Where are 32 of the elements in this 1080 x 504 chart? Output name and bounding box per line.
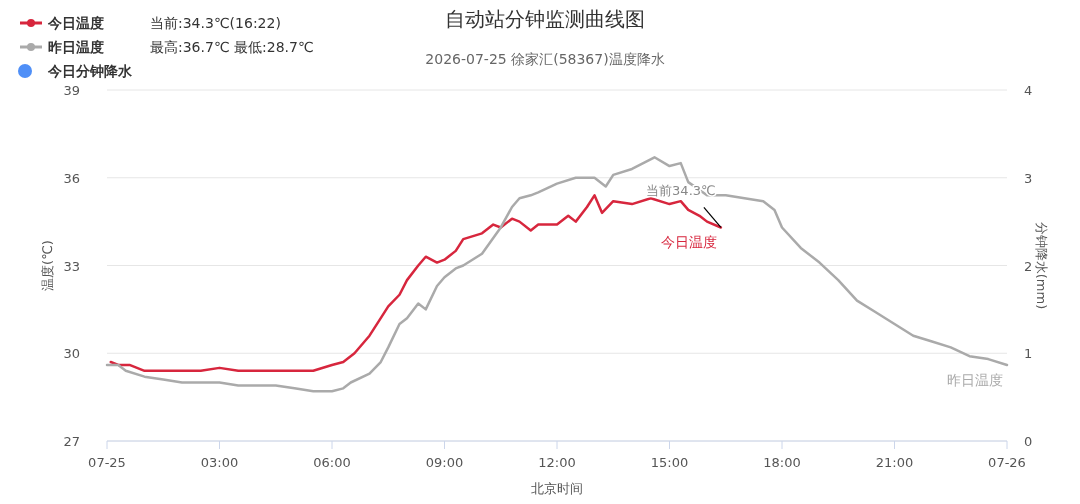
legend-label: 今日分钟降水 [47, 63, 133, 79]
x-tick-label: 07-26 [988, 455, 1026, 470]
x-tick-label: 12:00 [538, 455, 576, 470]
text: 当前:34.3℃(16:22) [150, 15, 281, 31]
x-tick-label: 15:00 [650, 455, 689, 470]
x-tick-label: 21:00 [875, 455, 914, 470]
y2-tick-label: 2 [1024, 258, 1033, 274]
y-axis-title: 温度(℃) [40, 240, 55, 291]
y-tick-label: 27 [63, 434, 80, 449]
x-tick-label: 06:00 [313, 455, 351, 470]
y2-axis-title: 分钟降水(mm) [1034, 221, 1049, 310]
y2-tick-label: 1 [1024, 346, 1033, 362]
line-series [105, 156, 1009, 393]
y2-tick-label: 3 [1024, 170, 1033, 186]
legend-label: 昨日温度 [48, 39, 104, 55]
y-tick-label: 33 [63, 258, 80, 274]
text: 今日温度 [660, 234, 717, 251]
text: 昨日温度 [947, 371, 1003, 388]
y2-tick-label: 4 [1024, 83, 1033, 98]
x-axis-title: 北京时间 [531, 481, 583, 496]
y-tick-label: 30 [63, 346, 80, 362]
legend-label: 今日温度 [47, 15, 104, 31]
y-tick-label: 36 [63, 170, 80, 186]
y2-tick-label: 0 [1024, 434, 1033, 449]
chart-subtitle: 2026-07-25 徐家汇(58367)温度降水 [425, 51, 665, 67]
x-tick-label: 18:00 [763, 455, 801, 470]
x-tick-label: 07-25 [88, 455, 126, 470]
x-tick-label: 03:00 [200, 455, 239, 470]
y-tick-label: 39 [63, 83, 80, 98]
text: 最高:36.7℃ 最低:28.7℃ [150, 39, 314, 55]
chart-title: 自动站分钟监测曲线图 [445, 7, 645, 31]
x-tick-label: 09:00 [425, 455, 464, 470]
